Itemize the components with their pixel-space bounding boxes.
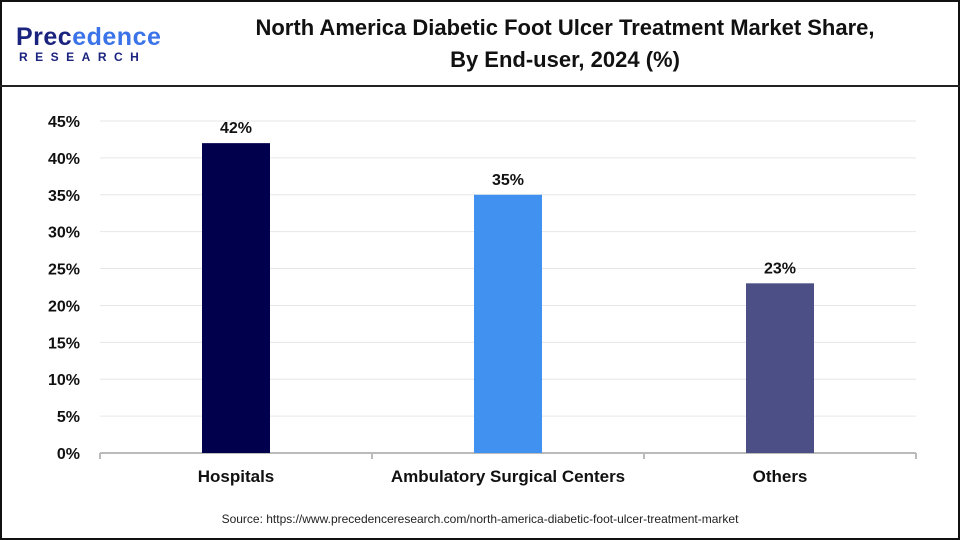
bar: [202, 143, 270, 453]
x-tick-label: Ambulatory Surgical Centers: [391, 467, 625, 486]
y-tick-label: 25%: [48, 262, 80, 279]
chart-title: North America Diabetic Foot Ulcer Treatm…: [180, 12, 950, 76]
y-tick-label: 45%: [48, 114, 80, 131]
y-tick-label: 20%: [48, 298, 80, 315]
y-tick-label: 40%: [48, 151, 80, 168]
bar: [474, 194, 542, 453]
source-note: Source: https://www.precedenceresearch.c…: [221, 512, 739, 526]
x-tick-label: Others: [753, 467, 808, 486]
data-label: 42%: [220, 120, 252, 137]
title-line-2: By End-user, 2024 (%): [450, 47, 680, 72]
title-line-1: North America Diabetic Foot Ulcer Treatm…: [255, 15, 875, 40]
logo-text-b: edence: [72, 23, 162, 51]
y-tick-label: 30%: [48, 225, 80, 242]
logo-subtext: RESEARCH: [19, 50, 147, 64]
y-tick-label: 10%: [48, 372, 80, 389]
y-tick-label: 0%: [57, 446, 80, 463]
header-divider: [0, 85, 960, 87]
x-tick-label: Hospitals: [198, 467, 275, 486]
data-label: 35%: [492, 172, 524, 189]
y-tick-label: 5%: [57, 409, 80, 426]
y-tick-label: 35%: [48, 188, 80, 205]
y-tick-label: 15%: [48, 335, 80, 352]
logo-text-a: Prec: [16, 23, 73, 51]
precedence-research-logo: Precedence RESEARCH: [16, 24, 166, 64]
bar: [746, 283, 814, 453]
data-label: 23%: [764, 260, 796, 277]
